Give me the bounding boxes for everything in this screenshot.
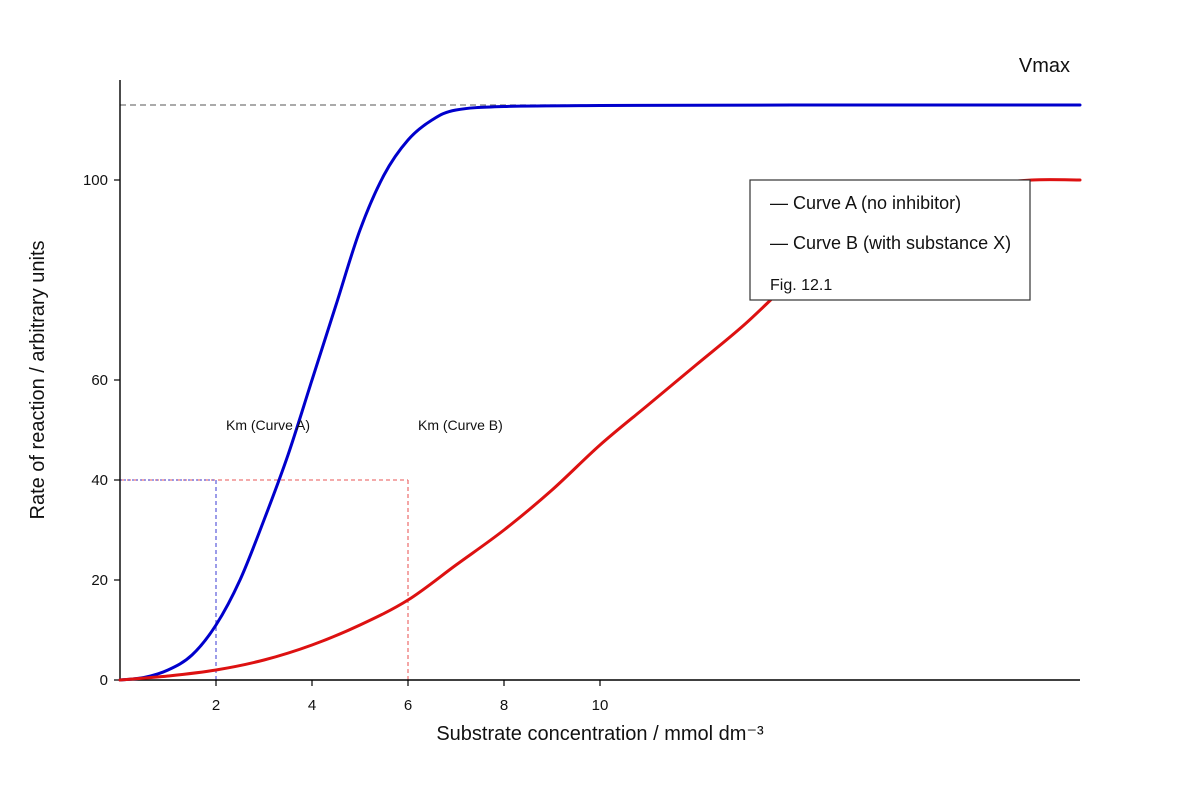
y-tick-label: 100 [83,172,108,189]
legend-item-curve-a: — Curve A (no inhibitor) [770,193,961,213]
legend: — Curve A (no inhibitor) — Curve B (with… [749,179,1031,301]
y-axis-title: Rate of reaction / arbitrary units [27,240,49,519]
x-tick-label: 8 [500,697,508,714]
x-axis-title: Substrate concentration / mmol dm⁻³ [436,723,764,745]
vmax-label: Vmax [1019,55,1070,77]
x-tick-label: 10 [592,697,609,714]
x-tick-label: 2 [212,697,220,714]
legend-item-curve-b: — Curve B (with substance X) [770,233,1011,253]
x-tick-label: 6 [404,697,412,714]
y-tick-label: 20 [91,572,108,589]
figure-label: Fig. 12.1 [770,277,832,294]
chart-axes: 0 20 40 60 100 2 4 6 8 10 [83,80,1080,714]
curve-a-line [118,103,1082,682]
legend-box [749,179,1031,301]
y-tick-label: 60 [91,372,108,389]
km-curve-b-label: Km (Curve B) [418,417,503,433]
x-tick-label: 4 [308,697,316,714]
y-tick-label: 40 [91,472,108,489]
y-tick-label: 0 [100,672,108,689]
km-curve-a-label: Km (Curve A) [226,417,310,433]
